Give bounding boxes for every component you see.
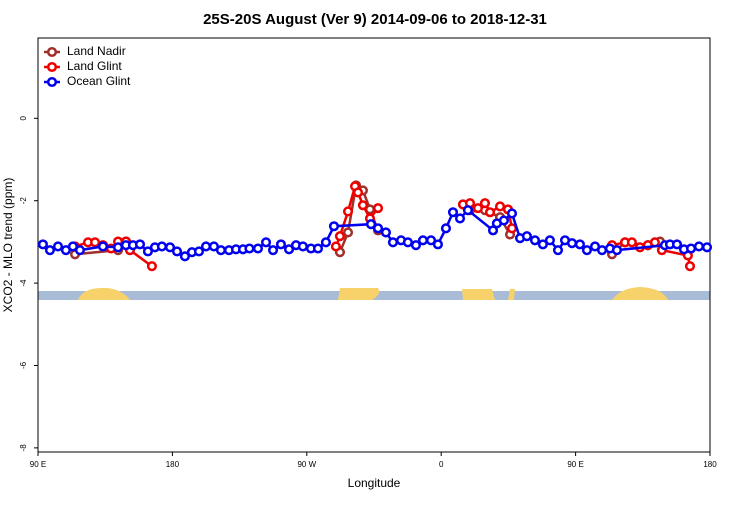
data-point: [684, 261, 696, 272]
data-point: [312, 243, 324, 254]
land-shape: [338, 288, 380, 300]
y-axis-label: XCO2 - MLO trend (ppm): [1, 178, 15, 313]
data-point: [134, 239, 146, 250]
data-point: [693, 241, 704, 252]
data-point: [454, 213, 466, 224]
data-point: [342, 206, 354, 217]
data-point: [275, 239, 287, 250]
data-point: [334, 231, 346, 242]
data-point: [387, 237, 399, 248]
y-tick-label: -8: [19, 444, 28, 452]
data-point: [611, 245, 623, 256]
land-shape: [462, 289, 495, 300]
data-point: [297, 241, 308, 252]
data-point: [142, 246, 153, 257]
data-point: [596, 245, 608, 256]
data-point: [462, 205, 473, 216]
data-point: [544, 235, 555, 246]
data-point: [447, 207, 459, 218]
data-point: [432, 239, 443, 250]
data-point: [380, 227, 391, 238]
data-point: [472, 203, 483, 214]
data-point: [320, 237, 331, 248]
data-point: [417, 235, 429, 246]
x-tick-label: 90 W: [297, 460, 316, 469]
data-point: [330, 241, 341, 252]
data-point: [252, 243, 264, 254]
data-point: [494, 201, 506, 212]
data-point: [506, 208, 518, 219]
data-point: [574, 239, 585, 250]
legend-label: Ocean Glint: [67, 74, 131, 88]
data-point: [365, 219, 377, 230]
data-point: [410, 240, 422, 251]
data-point: [529, 235, 541, 246]
data-point: [268, 245, 279, 256]
data-point: [164, 242, 176, 253]
data-point: [328, 221, 340, 232]
data-point: [97, 241, 109, 252]
data-point: [200, 241, 212, 252]
y-tick-label: -2: [19, 197, 28, 205]
data-point: [425, 235, 437, 246]
data-point: [521, 231, 532, 242]
data-point: [685, 243, 697, 254]
y-tick-label: -6: [19, 361, 28, 369]
land-shape: [508, 289, 515, 300]
data-point: [179, 251, 190, 262]
data-point: [352, 187, 364, 198]
data-point: [537, 239, 548, 250]
data-point: [581, 245, 592, 256]
data-point: [283, 244, 295, 255]
data-point: [74, 245, 86, 256]
legend-label: Land Glint: [67, 59, 122, 73]
legend-label: Land Nadir: [67, 44, 126, 58]
data-point: [479, 198, 491, 209]
data-point: [566, 238, 578, 249]
land-shape: [612, 287, 668, 300]
legend-marker: [46, 46, 58, 58]
data-point: [484, 207, 496, 218]
data-point: [171, 246, 183, 257]
legend-marker: [46, 76, 58, 88]
data-point: [402, 237, 413, 248]
data-point: [89, 237, 101, 248]
legend-marker: [46, 61, 58, 73]
data-point: [552, 245, 564, 256]
data-point: [52, 241, 64, 252]
data-point: [146, 261, 157, 272]
data-point: [193, 246, 205, 257]
data-point: [626, 237, 637, 248]
chart-title: 25S-20S August (Ver 9) 2014-09-06 to 201…: [203, 11, 547, 28]
data-point: [440, 223, 452, 234]
data-point: [701, 242, 713, 253]
data-point: [671, 239, 683, 250]
data-point: [342, 227, 354, 238]
y-tick-label: 0: [19, 116, 28, 121]
y-tick-label: -4: [19, 279, 28, 287]
x-tick-label: 90 E: [30, 460, 46, 469]
data-point: [244, 243, 255, 254]
data-point: [357, 200, 368, 211]
data-point: [156, 241, 167, 252]
data-point: [372, 203, 384, 214]
x-axis-label: Longitude: [348, 476, 401, 490]
x-tick-label: 90 E: [567, 460, 583, 469]
data-point: [44, 245, 55, 256]
data-point: [498, 215, 509, 226]
data-point: [112, 242, 124, 253]
data-point: [37, 239, 48, 250]
series: [37, 205, 713, 262]
data-point: [372, 223, 384, 234]
land-shape: [78, 287, 130, 300]
x-tick-label: 180: [166, 460, 180, 469]
data-point: [215, 245, 226, 256]
data-point: [260, 237, 272, 248]
x-tick-label: 180: [703, 460, 717, 469]
land-strip: [38, 287, 710, 300]
x-tick-label: 0: [439, 460, 444, 469]
